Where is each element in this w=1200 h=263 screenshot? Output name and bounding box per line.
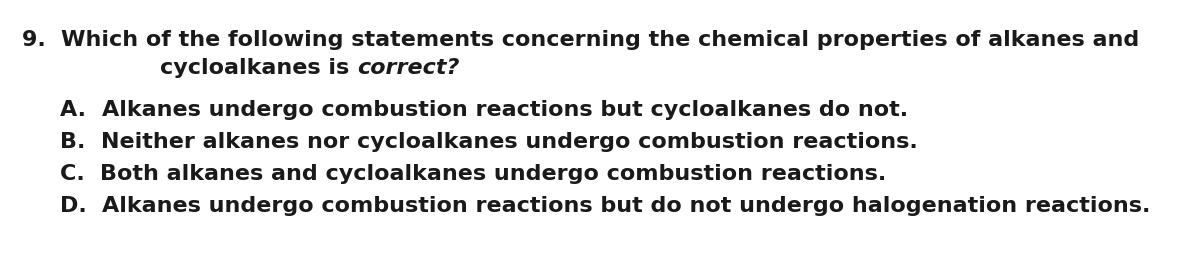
Text: B.: B. bbox=[60, 132, 101, 152]
Text: A.: A. bbox=[60, 100, 102, 120]
Text: Neither alkanes nor cycloalkanes undergo combustion reactions.: Neither alkanes nor cycloalkanes undergo… bbox=[101, 132, 918, 152]
Text: correct?: correct? bbox=[358, 58, 460, 78]
Text: Which of the following statements concerning the chemical properties of alkanes : Which of the following statements concer… bbox=[61, 30, 1140, 50]
Text: 9.: 9. bbox=[22, 30, 61, 50]
Text: Alkanes undergo combustion reactions but cycloalkanes do not.: Alkanes undergo combustion reactions but… bbox=[102, 100, 907, 120]
Text: Both alkanes and cycloalkanes undergo combustion reactions.: Both alkanes and cycloalkanes undergo co… bbox=[101, 164, 887, 184]
Text: C.: C. bbox=[60, 164, 101, 184]
Text: Alkanes undergo combustion reactions but do not undergo halogenation reactions.: Alkanes undergo combustion reactions but… bbox=[102, 196, 1151, 216]
Text: D.: D. bbox=[60, 196, 102, 216]
Text: cycloalkanes is: cycloalkanes is bbox=[160, 58, 358, 78]
